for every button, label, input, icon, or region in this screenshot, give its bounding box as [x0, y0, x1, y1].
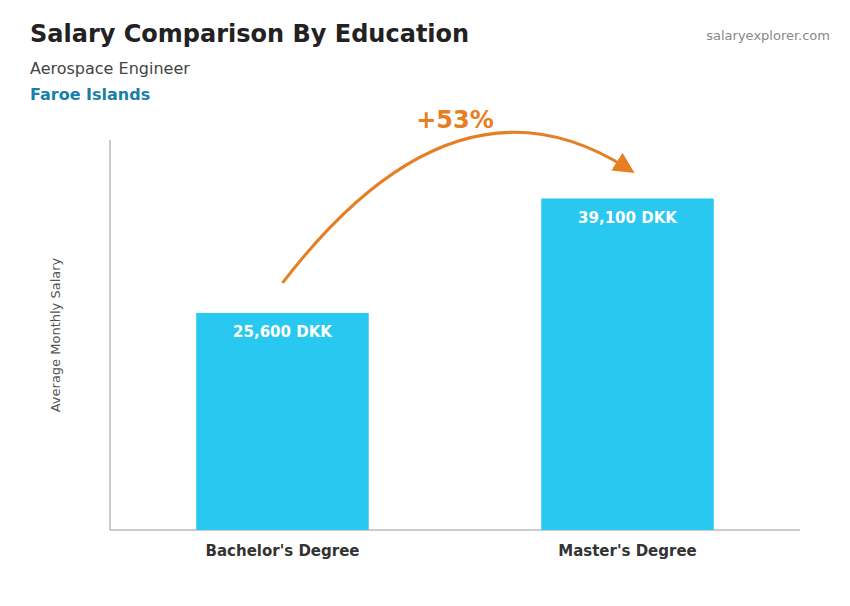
y-axis-label: Average Monthly Salary: [48, 257, 63, 412]
change-arc: [283, 132, 628, 283]
subtitle: Faroe Islands: [30, 85, 150, 104]
title: Salary Comparison By Education: [30, 20, 469, 48]
bar: [541, 199, 714, 531]
pct-change: +53%: [416, 106, 494, 134]
bar: [196, 313, 369, 530]
bars: [196, 199, 714, 531]
chart-container: Salary Comparison By Education Aerospace …: [0, 0, 850, 606]
x-tick-label: Master's Degree: [558, 542, 697, 560]
chart-svg: Salary Comparison By Education Aerospace …: [0, 0, 850, 606]
x-tick-label: Bachelor's Degree: [206, 542, 360, 560]
subtitle: Aerospace Engineer: [30, 59, 190, 78]
data-label: 25,600 DKK: [233, 323, 333, 341]
y-axis-line: [110, 140, 111, 530]
watermark: salaryexplorer.com: [706, 28, 830, 43]
data-label: 39,100 DKK: [578, 209, 678, 227]
